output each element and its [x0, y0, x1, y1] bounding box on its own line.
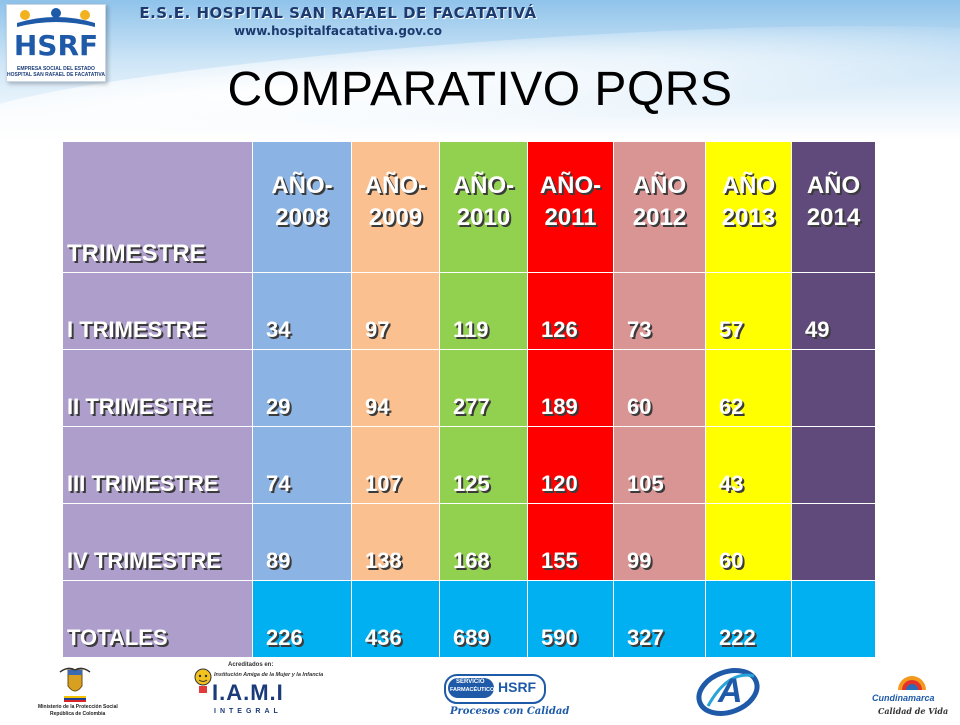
table-row: II TRIMESTRE 29 94 277 189 60 62: [62, 349, 876, 427]
table-header-row: TRIMESTRE AÑO- 2008 AÑO- 2009 AÑO- 2010 AÑO…: [62, 141, 876, 273]
table-cell: 105: [613, 426, 706, 504]
table-cell: 119: [439, 272, 528, 350]
table-row: I TRIMESTRE 34 97 119 126 73 57 49: [62, 272, 876, 350]
cundinamarca-name: Cundinamarca: [872, 693, 935, 703]
accreditation-letter: A: [718, 672, 743, 710]
header-cell-year: AÑO- 2009: [351, 141, 440, 273]
table-cell: 89: [252, 503, 352, 581]
table-row: IV TRIMESTRE 89 138 168 155 99 60: [62, 503, 876, 581]
header-cell-year: AÑO 2013: [705, 141, 792, 273]
accreditation-logo: A: [694, 666, 764, 720]
footer-logos: Ministerio de la Protección Social Repúb…: [0, 662, 960, 720]
iami-logo: Acreditados en: Institución Amiga de la …: [192, 662, 323, 720]
table-cell: 43: [705, 426, 792, 504]
cundinamarca-slogan: Calidad de Vida: [878, 706, 949, 716]
table-cell: 29: [252, 349, 352, 427]
header-cell-trimestre: TRIMESTRE: [62, 141, 253, 273]
row-label: IV TRIMESTRE: [62, 503, 253, 581]
header-cell-year: AÑO 2012: [613, 141, 706, 273]
table-row: III TRIMESTRE 74 107 125 120 105 43: [62, 426, 876, 504]
totals-cell: 226: [252, 580, 352, 658]
table-cell: 126: [527, 272, 614, 350]
iami-name: I.A.M.I: [212, 680, 284, 705]
row-label: III TRIMESTRE: [62, 426, 253, 504]
table-cell: 74: [252, 426, 352, 504]
header-cell-year: AÑO- 2011: [527, 141, 614, 273]
logo-caption-line-2: HOSPITAL SAN RAFAEL DE FACATATIVA: [7, 72, 105, 78]
header-cell-year: AÑO- 2008: [252, 141, 352, 273]
table-cell: 73: [613, 272, 706, 350]
ministry-name: Ministerio de la Protección Social: [38, 704, 118, 710]
hospital-logo: HSRF EMPRESA SOCIAL DEL ESTADO HOSPITAL …: [6, 4, 106, 82]
ministry-sub: República de Colombia: [50, 711, 106, 717]
pqrs-table: TRIMESTRE AÑO- 2008 AÑO- 2009 AÑO- 2010 AÑO…: [62, 141, 876, 658]
table-cell: 57: [705, 272, 792, 350]
table-cell: 277: [439, 349, 528, 427]
table-cell: [791, 349, 876, 427]
pharmacy-brand: HSRF: [498, 679, 537, 695]
totals-cell: 436: [351, 580, 440, 658]
table-cell: 189: [527, 349, 614, 427]
totals-cell: 689: [439, 580, 528, 658]
organization-name: E.S.E. HOSPITAL SAN RAFAEL DE FACATATIVÁ: [139, 4, 537, 22]
logo-text: HSRF: [14, 29, 98, 62]
totals-label: TOTALES: [62, 580, 253, 658]
header-cell-year: AÑO- 2010: [439, 141, 528, 273]
table-cell: 99: [613, 503, 706, 581]
table-cell: 155: [527, 503, 614, 581]
colombia-shield-icon: [59, 667, 91, 702]
logo-caption: EMPRESA SOCIAL DEL ESTADO HOSPITAL SAN R…: [7, 66, 105, 78]
header-cell-year: AÑO 2014: [791, 141, 876, 273]
table-cell: 94: [351, 349, 440, 427]
ministry-logo: Ministerio de la Protección Social Repúb…: [38, 666, 118, 720]
table-cell: 34: [252, 272, 352, 350]
table-cell: 107: [351, 426, 440, 504]
logo-caption-line-1: EMPRESA SOCIAL DEL ESTADO: [17, 66, 95, 72]
cundinamarca-sun-icon: [898, 676, 926, 690]
table-cell: 120: [527, 426, 614, 504]
pharmacy-line-1: SERVICIO: [456, 679, 485, 685]
slide-title: COMPARATIVO PQRS: [227, 63, 733, 116]
pharmacy-line-2: FARMACÉUTICO: [450, 687, 495, 693]
table-cell: 138: [351, 503, 440, 581]
row-label: II TRIMESTRE: [62, 349, 253, 427]
table-cell: 125: [439, 426, 528, 504]
totals-cell: 327: [613, 580, 706, 658]
hsrf-logo-icon: HSRF: [14, 8, 98, 62]
mother-child-icon: [194, 668, 212, 693]
row-label: I TRIMESTRE: [62, 272, 253, 350]
table-cell: [791, 503, 876, 581]
table-cell: 62: [705, 349, 792, 427]
cundinamarca-logo: Cundinamarca Calidad de Vida: [872, 666, 952, 720]
totals-cell: 590: [527, 580, 614, 658]
pharmacy-slogan: Procesos con Calidad: [450, 706, 570, 717]
iami-integral: INTEGRAL: [214, 708, 282, 715]
table-cell: 97: [351, 272, 440, 350]
iami-subtitle: Institución Amiga de la Mujer y la Infan…: [214, 672, 324, 678]
table-cell: 168: [439, 503, 528, 581]
iami-accredited: Acreditados en:: [228, 662, 274, 668]
pharmacy-service-logo: SERVICIO FARMACÉUTICO HSRF Procesos con …: [444, 674, 569, 718]
table-totals-row: TOTALES 226 436 689 590 327 222: [62, 580, 876, 658]
table-cell: [791, 426, 876, 504]
totals-cell: [791, 580, 876, 658]
accreditation-icon: [696, 668, 760, 716]
organization-website[interactable]: www.hospitalfacatativa.gov.co: [234, 24, 442, 38]
pharmacy-badge-left: [448, 678, 494, 698]
table-cell: 49: [791, 272, 876, 350]
table-cell: 60: [705, 503, 792, 581]
totals-cell: 222: [705, 580, 792, 658]
table-cell: 60: [613, 349, 706, 427]
